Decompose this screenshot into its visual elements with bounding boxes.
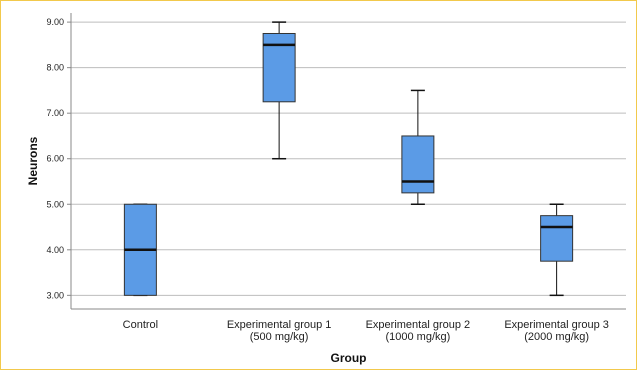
box-group [401, 89, 435, 206]
box-group [123, 203, 157, 297]
iqr-box [401, 135, 435, 194]
y-tick-label: 8.00 [46, 63, 64, 73]
x-category-label: Control [123, 319, 158, 331]
x-category-label: Experimental group 2 [366, 319, 471, 331]
x-axis-title: Group [331, 351, 367, 365]
iqr-box [540, 215, 574, 262]
box-group [262, 21, 296, 160]
x-category-label: Experimental group 1 [227, 319, 332, 331]
box-group [540, 203, 574, 297]
x-category-sublabel: (500 mg/kg) [250, 331, 309, 343]
y-tick-label: 6.00 [46, 154, 64, 164]
y-axis-ticks: 3.00 4.00 5.00 6.00 7.00 8.00 9.00 [46, 17, 71, 300]
y-tick-label: 9.00 [46, 17, 64, 27]
x-axis-categories: Control Experimental group 1(500 mg/kg) Ex… [123, 319, 609, 343]
x-category-sublabel: (1000 mg/kg) [385, 331, 450, 343]
y-tick-label: 4.00 [46, 245, 64, 255]
x-category-label: Experimental group 3 [504, 319, 609, 331]
x-category-sublabel: (2000 mg/kg) [524, 331, 589, 343]
y-tick-label: 3.00 [46, 290, 64, 300]
y-tick-label: 5.00 [46, 199, 64, 209]
grid-lines [71, 21, 626, 296]
box-plot-series [123, 21, 574, 297]
y-tick-label: 7.00 [46, 108, 64, 118]
y-axis-title: Neurons [26, 136, 40, 185]
